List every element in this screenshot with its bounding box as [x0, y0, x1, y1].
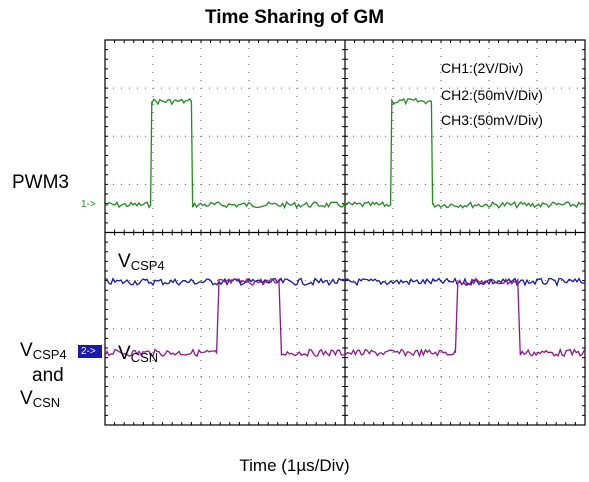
ch1-scale-label: CH1:(2V/Div)	[441, 60, 524, 76]
vcsp4-label: VCSP4	[118, 251, 165, 273]
left-vcsn-label: VCSN	[20, 388, 61, 410]
pwm3-label: PWM3	[12, 172, 69, 193]
left-vcsp4-label: VCSP4	[20, 340, 67, 362]
ch1-marker: 1->	[81, 198, 96, 210]
left-and-label: and	[32, 365, 64, 386]
ch2-marker: 2->	[78, 344, 102, 358]
traces	[104, 97, 586, 358]
ch2-scale-label: CH2:(50mV/Div)	[441, 87, 543, 103]
x-axis-label: Time (1µs/Div)	[239, 456, 350, 475]
vcsn-label: VCSN	[118, 343, 159, 365]
chart-title: Time Sharing of GM	[204, 7, 385, 28]
vcsn-trace	[104, 277, 585, 358]
ch3-scale-label: CH3:(50mV/Div)	[441, 112, 543, 128]
grid	[104, 39, 586, 426]
pwm3-trace	[104, 97, 585, 210]
